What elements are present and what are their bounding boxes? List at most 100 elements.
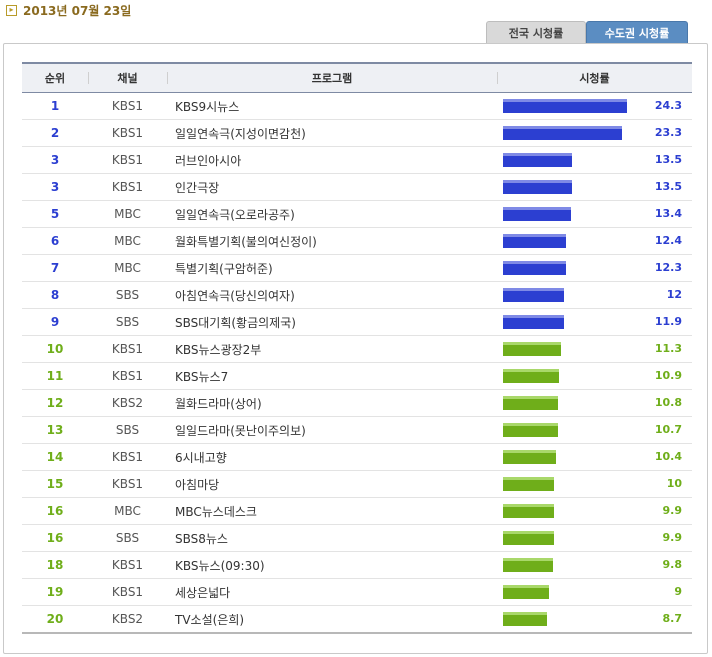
rank-cell: 13 xyxy=(22,416,88,444)
rank-cell: 20 xyxy=(22,605,88,634)
table-row: 3 KBS1 인간극장 13.5 xyxy=(22,173,692,201)
channel-cell: KBS1 xyxy=(88,92,167,120)
rating-bar xyxy=(503,531,554,545)
rating-value: 11.3 xyxy=(654,342,682,355)
rank-cell: 1 xyxy=(22,92,88,120)
channel-cell: MBC xyxy=(88,227,167,255)
table-row: 20 KBS2 TV소설(은희) 8.7 xyxy=(22,605,692,634)
rating-value: 11.9 xyxy=(654,315,682,328)
rating-cell: 13.5 xyxy=(497,146,692,174)
program-cell: MBC뉴스데스크 xyxy=(167,497,497,525)
channel-cell: KBS1 xyxy=(88,173,167,201)
program-cell: 세상은넓다 xyxy=(167,578,497,606)
rating-bar xyxy=(503,612,547,626)
date-header: ▸ 2013년 07월 23일 xyxy=(6,2,131,18)
column-header-program: 프로그램 xyxy=(167,62,497,93)
rank-cell: 8 xyxy=(22,281,88,309)
program-cell: KBS뉴스광장2부 xyxy=(167,335,497,363)
rating-bar xyxy=(503,585,549,599)
rating-cell: 10 xyxy=(497,470,692,498)
table-row: 3 KBS1 러브인아시아 13.5 xyxy=(22,146,692,174)
rating-bar xyxy=(503,126,622,140)
rank-cell: 3 xyxy=(22,146,88,174)
table-row: 14 KBS1 6시내고향 10.4 xyxy=(22,443,692,471)
table-row: 11 KBS1 KBS뉴스7 10.9 xyxy=(22,362,692,390)
rating-value: 10 xyxy=(666,477,682,490)
table-row: 12 KBS2 월화드라마(상어) 10.8 xyxy=(22,389,692,417)
program-cell: KBS뉴스(09:30) xyxy=(167,551,497,579)
program-cell: 일일드라마(못난이주의보) xyxy=(167,416,497,444)
rating-cell: 9.9 xyxy=(497,524,692,552)
rank-cell: 11 xyxy=(22,362,88,390)
channel-cell: SBS xyxy=(88,524,167,552)
rating-cell: 12 xyxy=(497,281,692,309)
table-row: 10 KBS1 KBS뉴스광장2부 11.3 xyxy=(22,335,692,363)
table-row: 5 MBC 일일연속극(오로라공주) 13.4 xyxy=(22,200,692,228)
channel-cell: KBS1 xyxy=(88,362,167,390)
channel-cell: KBS1 xyxy=(88,443,167,471)
rank-cell: 16 xyxy=(22,524,88,552)
program-cell: 월화드라마(상어) xyxy=(167,389,497,417)
ratings-panel: 순위 채널 프로그램 시청률 1 KBS1 KBS9시뉴스 24.3 2 KBS1 일일연속… xyxy=(3,43,708,654)
channel-cell: SBS xyxy=(88,308,167,336)
tab-national-rating[interactable]: 전국 시청률 xyxy=(486,21,586,43)
rating-bar xyxy=(503,342,561,356)
rating-value: 24.3 xyxy=(654,99,682,112)
rating-value: 9 xyxy=(674,585,682,598)
rating-bar xyxy=(503,477,554,491)
ratings-table: 순위 채널 프로그램 시청률 1 KBS1 KBS9시뉴스 24.3 2 KBS1 일일연속… xyxy=(22,62,692,634)
rank-cell: 7 xyxy=(22,254,88,282)
program-cell: SBS대기획(황금의제국) xyxy=(167,308,497,336)
program-cell: 아침마당 xyxy=(167,470,497,498)
rating-cell: 10.4 xyxy=(497,443,692,471)
rating-cell: 13.5 xyxy=(497,173,692,201)
rating-value: 10.8 xyxy=(654,396,682,409)
rating-bar xyxy=(503,288,564,302)
rating-cell: 9 xyxy=(497,578,692,606)
rating-value: 23.3 xyxy=(654,126,682,139)
rating-cell: 11.3 xyxy=(497,335,692,363)
rating-value: 9.9 xyxy=(662,531,683,544)
rating-value: 10.4 xyxy=(654,450,682,463)
program-cell: 러브인아시아 xyxy=(167,146,497,174)
rank-cell: 2 xyxy=(22,119,88,147)
program-cell: TV소설(은희) xyxy=(167,605,497,634)
rating-value: 8.7 xyxy=(662,612,683,625)
program-cell: 인간극장 xyxy=(167,173,497,201)
tab-metro-rating[interactable]: 수도권 시청률 xyxy=(586,21,688,43)
rating-cell: 11.9 xyxy=(497,308,692,336)
rating-value: 10.9 xyxy=(654,369,682,382)
rank-cell: 14 xyxy=(22,443,88,471)
rating-bar xyxy=(503,207,571,221)
table-row: 16 MBC MBC뉴스데스크 9.9 xyxy=(22,497,692,525)
program-cell: 아침연속극(당신의여자) xyxy=(167,281,497,309)
rating-value: 12.3 xyxy=(654,261,682,274)
program-cell: KBS뉴스7 xyxy=(167,362,497,390)
rank-cell: 18 xyxy=(22,551,88,579)
table-row: 13 SBS 일일드라마(못난이주의보) 10.7 xyxy=(22,416,692,444)
rank-cell: 6 xyxy=(22,227,88,255)
column-header-channel: 채널 xyxy=(88,62,167,93)
rating-bar xyxy=(503,369,559,383)
table-row: 19 KBS1 세상은넓다 9 xyxy=(22,578,692,606)
rating-cell: 12.4 xyxy=(497,227,692,255)
table-row: 8 SBS 아침연속극(당신의여자) 12 xyxy=(22,281,692,309)
rating-value: 12 xyxy=(666,288,682,301)
ratings-table-body: 1 KBS1 KBS9시뉴스 24.3 2 KBS1 일일연속극(지성이면감천) 23.3 3 K… xyxy=(22,92,692,634)
program-cell: 일일연속극(지성이면감천) xyxy=(167,119,497,147)
rating-cell: 24.3 xyxy=(497,92,692,120)
arrow-right-icon: ▸ xyxy=(6,4,17,16)
rating-bar xyxy=(503,315,564,329)
rank-cell: 3 xyxy=(22,173,88,201)
rating-cell: 10.8 xyxy=(497,389,692,417)
rating-cell: 9.9 xyxy=(497,497,692,525)
rating-bar xyxy=(503,423,558,437)
rating-value: 13.4 xyxy=(654,207,682,220)
rank-cell: 5 xyxy=(22,200,88,228)
channel-cell: KBS1 xyxy=(88,335,167,363)
table-row: 7 MBC 특별기획(구암허준) 12.3 xyxy=(22,254,692,282)
channel-cell: KBS1 xyxy=(88,470,167,498)
rating-bar xyxy=(503,558,553,572)
rating-cell: 9.8 xyxy=(497,551,692,579)
date-label: 2013년 07월 23일 xyxy=(23,3,132,18)
